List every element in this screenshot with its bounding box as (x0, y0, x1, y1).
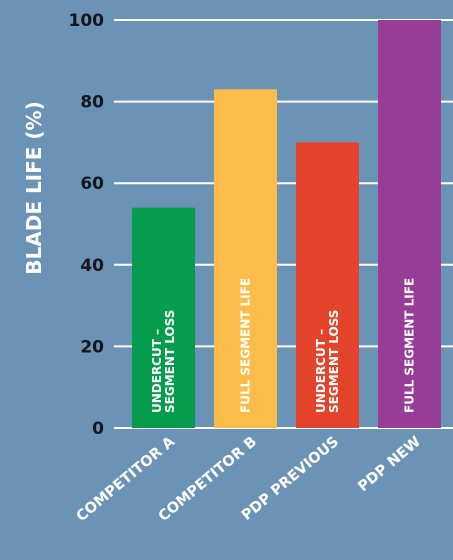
bar-label-line: FULL SEGMENT LIFE (239, 278, 253, 413)
bar-competitor-b (214, 89, 277, 429)
y-axis-ticks: 0 20 40 60 80 100 (69, 11, 105, 439)
y-axis-title: BLADE LIFE (%) (22, 101, 46, 275)
bar-label-line: UNDERCUT – (150, 329, 164, 413)
bars: UNDERCUT – SEGMENT LOSS FULL SEGMENT LIFE U… (132, 20, 441, 429)
y-tick-label: 60 (80, 174, 104, 194)
bar-pdp-new (378, 20, 441, 428)
bar-label-line: UNDERCUT – (314, 329, 328, 413)
bar-label-line: SEGMENT LOSS (327, 310, 341, 413)
bar-label: UNDERCUT – SEGMENT LOSS (150, 310, 177, 413)
bar-label: FULL SEGMENT LIFE (239, 278, 253, 413)
bar-competitor-a (132, 207, 195, 428)
x-category-label: PDP NEW (355, 434, 424, 495)
bar-label-line: FULL SEGMENT LIFE (403, 278, 417, 413)
bar-label: FULL SEGMENT LIFE (403, 278, 417, 413)
y-tick-label: 20 (80, 337, 104, 357)
y-tick-label: 0 (92, 419, 104, 439)
y-tick-label: 80 (80, 93, 104, 113)
bar-pdp-previous (296, 142, 359, 428)
y-tick-label: 100 (69, 11, 105, 31)
y-tick-label: 40 (80, 256, 104, 276)
bar-label-line: SEGMENT LOSS (163, 310, 177, 413)
bar-label: UNDERCUT – SEGMENT LOSS (314, 310, 341, 413)
